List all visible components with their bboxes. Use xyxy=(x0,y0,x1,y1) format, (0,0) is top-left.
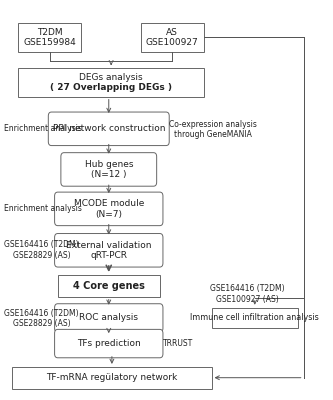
Text: Immune cell infiltration analysis: Immune cell infiltration analysis xyxy=(190,314,319,322)
Text: GSE164416 (T2DM)
GSE100927 (AS): GSE164416 (T2DM) GSE100927 (AS) xyxy=(210,284,285,304)
FancyBboxPatch shape xyxy=(211,308,298,328)
Text: GSE164416 (T2DM)
GSE28829 (AS): GSE164416 (T2DM) GSE28829 (AS) xyxy=(4,240,79,260)
Text: PPI network construction: PPI network construction xyxy=(53,124,165,133)
Text: Hub genes
(N=12 ): Hub genes (N=12 ) xyxy=(85,160,133,179)
FancyBboxPatch shape xyxy=(55,234,163,267)
Text: TRRUST: TRRUST xyxy=(163,339,193,348)
Text: MCODE module
(N=7): MCODE module (N=7) xyxy=(74,199,144,218)
Text: T2DM
GSE159984: T2DM GSE159984 xyxy=(24,28,76,47)
Text: Enrichment analysis: Enrichment analysis xyxy=(4,204,82,213)
FancyBboxPatch shape xyxy=(18,68,204,97)
FancyBboxPatch shape xyxy=(18,22,81,52)
FancyBboxPatch shape xyxy=(55,192,163,226)
Text: ROC analysis: ROC analysis xyxy=(79,314,138,322)
Text: AS
GSE100927: AS GSE100927 xyxy=(146,28,199,47)
Text: DEGs analysis: DEGs analysis xyxy=(79,73,143,82)
FancyBboxPatch shape xyxy=(12,367,211,388)
FancyBboxPatch shape xyxy=(58,275,160,297)
FancyBboxPatch shape xyxy=(55,304,163,332)
FancyBboxPatch shape xyxy=(55,329,163,358)
Text: GSE164416 (T2DM)
GSE28829 (AS): GSE164416 (T2DM) GSE28829 (AS) xyxy=(4,309,79,328)
Text: Enrichment analysis: Enrichment analysis xyxy=(4,124,82,133)
FancyBboxPatch shape xyxy=(141,22,204,52)
Text: Co-expression analysis
through GeneMANIA: Co-expression analysis through GeneMANIA xyxy=(169,120,257,140)
Text: 4 Core genes: 4 Core genes xyxy=(73,281,145,291)
FancyBboxPatch shape xyxy=(61,153,157,186)
Text: External validation
qRT-PCR: External validation qRT-PCR xyxy=(66,240,152,260)
Text: TF-mRNA regülatory network: TF-mRNA regülatory network xyxy=(46,373,177,382)
Text: ( 27 Overlapping DEGs ): ( 27 Overlapping DEGs ) xyxy=(50,83,172,92)
FancyBboxPatch shape xyxy=(48,112,169,146)
Text: TFs prediction: TFs prediction xyxy=(77,339,141,348)
